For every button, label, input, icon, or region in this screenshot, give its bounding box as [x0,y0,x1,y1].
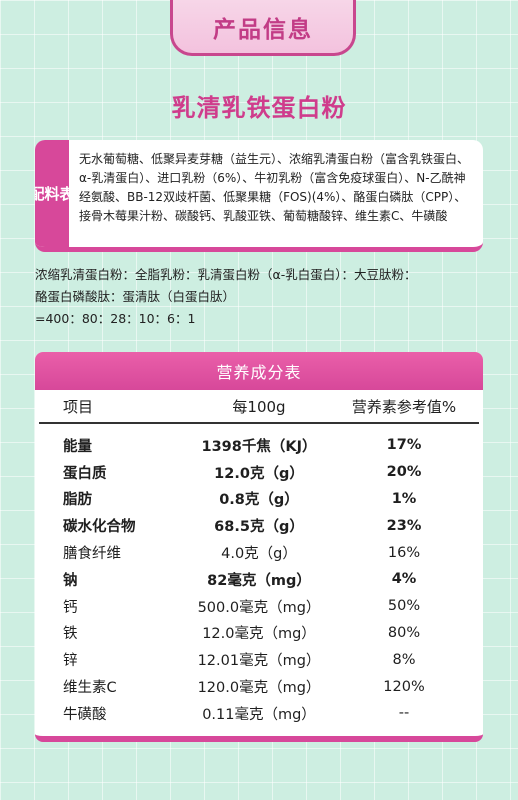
nutrient-nrv: 20% [386,464,422,481]
nutrient-nrv: 120% [383,678,425,695]
nutrient-name: 维生素C [63,680,117,697]
nutrient-amount: 0.11毫克（mg） [202,706,316,723]
nutrient-name: 膳食纤维 [63,546,121,563]
table-row: 铁 12.0毫克（mg） 80% [39,620,479,647]
table-row: 蛋白质 12.0克（g） 20% [39,459,479,486]
ratio-line: 浓缩乳清蛋白粉：全脂乳粉：乳清蛋白粉（α-乳白蛋白）：大豆肽粉： [35,267,417,282]
nutrient-name: 脂肪 [63,492,92,509]
section-title: 产品信息 [213,16,313,43]
table-row: 能量 1398千焦（KJ） 17% [39,432,479,459]
table-row: 锌 12.01毫克（mg） 8% [39,646,479,673]
nutrient-name: 牛磺酸 [63,706,107,723]
nutrient-name: 锌 [63,653,78,670]
nutrient-amount: 68.5克（g） [214,519,304,536]
nutrient-nrv: 1% [391,490,417,507]
ratio-line: =400：80：28：10：6：1 [35,311,196,326]
table-row: 维生素C 120.0毫克（mg） 120% [39,673,479,700]
nutrient-nrv: 8% [392,651,416,668]
product-name: 乳清乳铁蛋白粉 [171,94,347,122]
nutrient-name: 蛋白质 [63,465,107,482]
table-row: 牛磺酸 0.11毫克（mg） -- [39,700,479,727]
table-row: 钠 82毫克（mg） 4% [39,566,479,593]
column-header-per100g: 每100g [232,397,286,416]
column-header-item: 项目 [63,397,94,416]
ingredients-box: 配 料 表 无水葡萄糖、低聚异麦芽糖（益生元）、浓缩乳清蛋白粉（富含乳铁蛋白、α… [35,140,483,252]
ratio-line: 酪蛋白磷酸肽：蛋清肽（白蛋白肽） [35,289,236,304]
nutrient-amount: 0.8克（g） [219,492,299,509]
table-row: 钙 500.0毫克（mg） 50% [39,593,479,620]
nutrient-nrv: 4% [391,571,417,588]
nutrient-amount: 1398千焦（KJ） [201,438,317,455]
nutrient-name: 钙 [63,599,78,616]
nutrition-title: 营养成分表 [35,352,483,390]
nutrient-name: 碳水化合物 [63,519,136,536]
table-row: 脂肪 0.8克（g） 1% [39,486,479,513]
ingredients-label-char: 料 [44,184,60,203]
nutrient-name: 钠 [63,572,78,589]
ingredient-ratio: 浓缩乳清蛋白粉：全脂乳粉：乳清蛋白粉（α-乳白蛋白）：大豆肽粉： 酪蛋白磷酸肽：… [35,264,490,330]
nutrient-amount: 12.01毫克（mg） [197,653,321,670]
nutrient-name: 铁 [63,626,78,643]
section-banner: 产品信息 [170,0,356,56]
nutrient-amount: 12.0克（g） [214,465,304,482]
ingredients-label-char: 配 [35,182,45,206]
nutrient-nrv: 50% [387,598,421,615]
ingredients-label: 配 料 表 [35,140,75,247]
nutrient-nrv: 17% [386,437,422,454]
nutrition-table: 营养成分表 项目 每100g 营养素参考值% 能量 1398千焦（KJ） 17% 蛋白… [35,352,483,742]
nutrient-nrv: 80% [387,624,421,641]
nutrient-amount: 4.0克（g） [221,546,297,563]
nutrient-nrv: 16% [387,544,421,561]
table-row: 碳水化合物 68.5克（g） 23% [39,512,479,539]
nutrient-amount: 12.0毫克（mg） [202,626,316,643]
nutrient-amount: 500.0毫克（mg） [197,599,321,616]
nutrient-amount: 120.0毫克（mg） [197,680,321,697]
nutrient-nrv: -- [398,705,410,722]
nutrient-name: 能量 [63,438,92,455]
nutrition-header-row: 项目 每100g 营养素参考值% [39,390,479,424]
ingredients-label-char: 表 [59,184,75,203]
nutrient-amount: 82毫克（mg） [207,572,311,589]
nutrition-rows: 能量 1398千焦（KJ） 17% 蛋白质 12.0克（g） 20% 脂肪 0.8克（g） 1%… [35,424,483,727]
nutrient-nrv: 23% [386,517,422,534]
table-row: 膳食纤维 4.0克（g） 16% [39,539,479,566]
ingredients-text: 无水葡萄糖、低聚异麦芽糖（益生元）、浓缩乳清蛋白粉（富含乳铁蛋白、α-乳清蛋白）… [79,152,470,223]
column-header-nrv: 营养素参考值% [351,397,457,416]
